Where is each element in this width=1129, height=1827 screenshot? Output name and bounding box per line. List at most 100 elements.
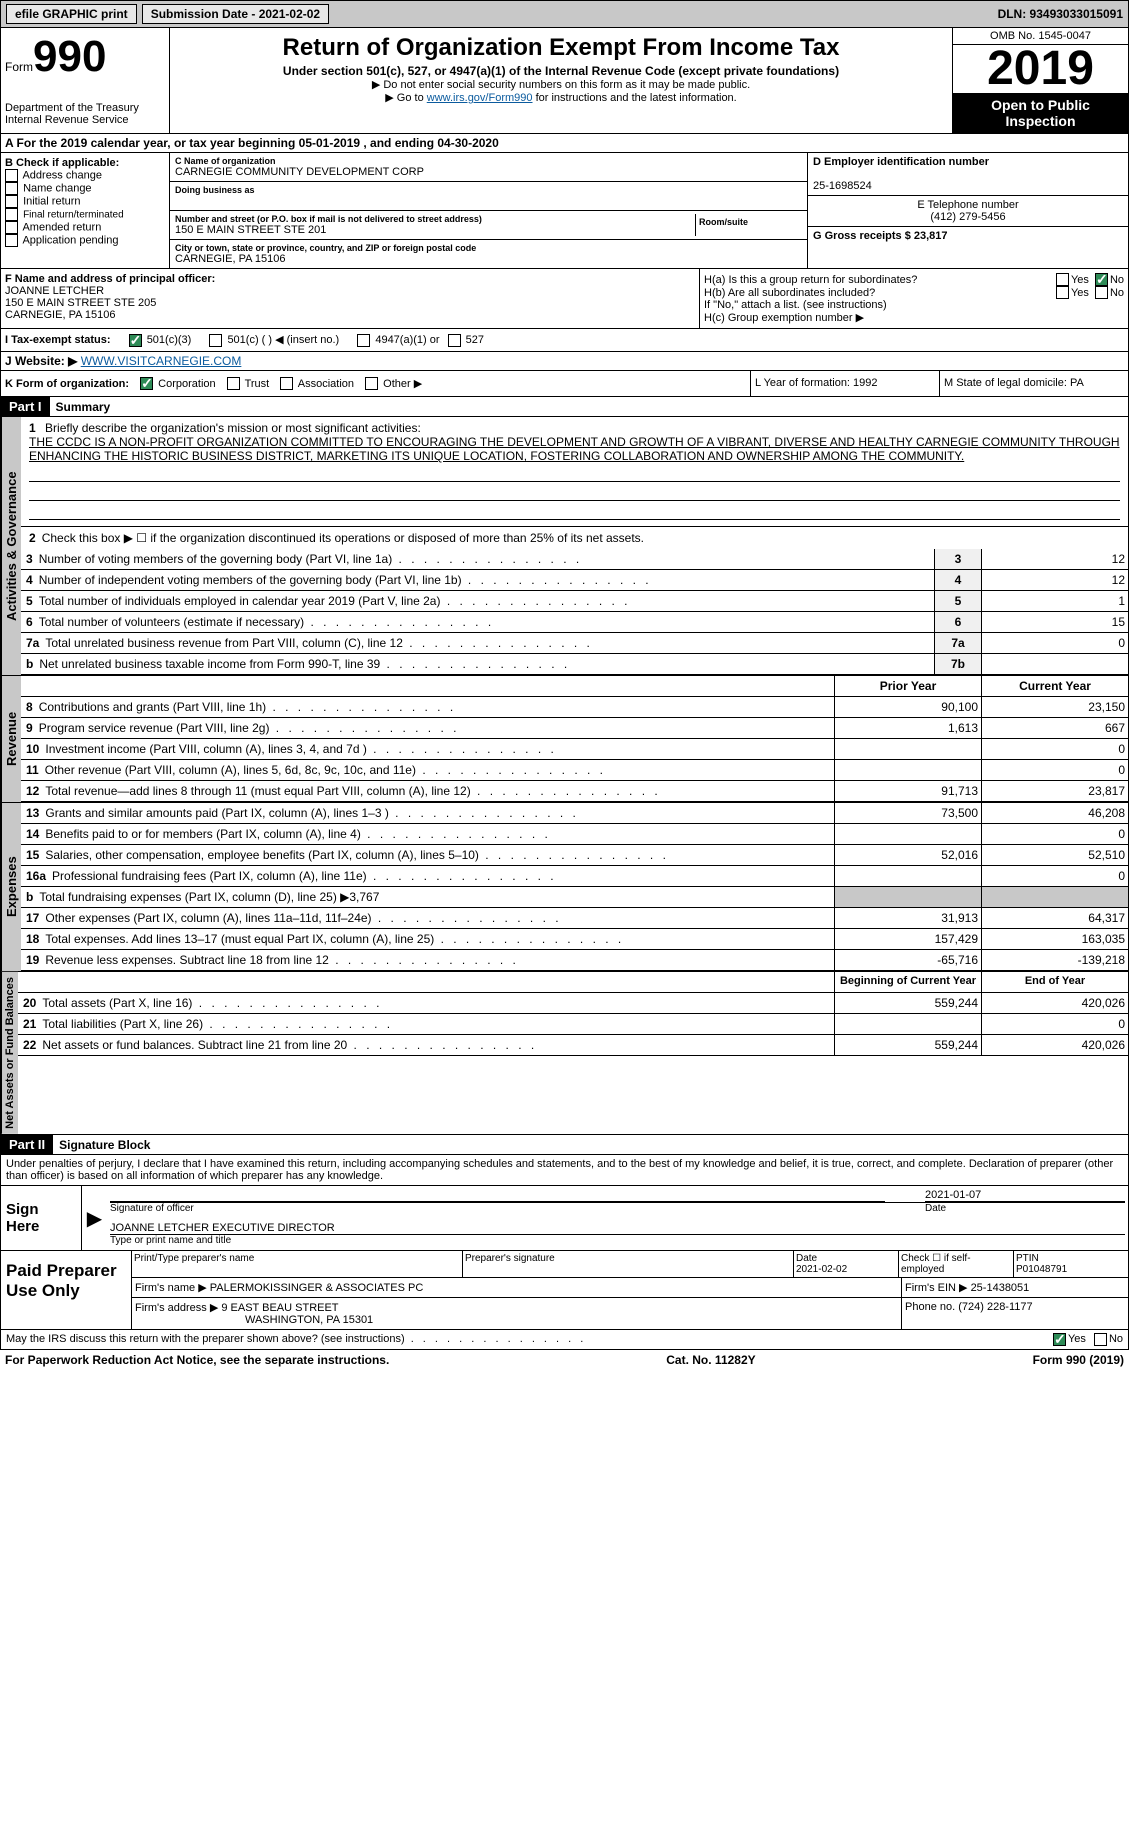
prep-date-label: Date [796,1253,817,1264]
form-title: Return of Organization Exempt From Incom… [174,34,948,62]
i-501c3[interactable] [129,334,142,347]
check-name[interactable] [5,182,18,195]
dln-text: DLN: 93493033015091 [998,7,1123,21]
discuss-no-label: No [1109,1333,1123,1346]
gov-row: 5Total number of individuals employed in… [21,591,1128,612]
k-other[interactable] [365,377,378,390]
data-row: 9Program service revenue (Part VIII, lin… [21,718,1128,739]
city-label: City or town, state or province, country… [175,243,802,253]
check-initial[interactable] [5,195,18,208]
data-row: 17Other expenses (Part IX, column (A), l… [21,908,1128,929]
row-j: J Website: ▶ WWW.VISITCARNEGIE.COM [0,352,1129,371]
label-revenue: Revenue [1,676,21,802]
paid-label: Paid Preparer Use Only [1,1251,131,1329]
note2-pre: ▶ Go to [385,92,426,104]
data-row: 13Grants and similar amounts paid (Part … [21,803,1128,824]
hb-no-label: No [1110,287,1124,299]
cb-label-final: Final return/terminated [23,209,124,220]
col-current: Current Year [981,676,1128,696]
discuss-no[interactable] [1094,1333,1107,1346]
cb-label-amended: Amended return [22,221,101,233]
ha-yes[interactable] [1056,273,1069,286]
check-pending[interactable] [5,234,18,247]
data-row: 10Investment income (Part VIII, column (… [21,739,1128,760]
col-begin: Beginning of Current Year [834,972,981,992]
note-link: ▶ Go to www.irs.gov/Form990 for instruct… [174,91,948,104]
box-h: H(a) Is this a group return for subordin… [700,269,1128,328]
part1-title: Summary [50,400,111,414]
i-4947[interactable] [357,334,370,347]
blank-line-1 [29,465,1120,482]
gov-row: 4Number of independent voting members of… [21,570,1128,591]
data-row: 15Salaries, other compensation, employee… [21,845,1128,866]
sign-here-label: Sign Here [1,1186,81,1250]
firm-name: PALERMOKISSINGER & ASSOCIATES PC [210,1282,424,1294]
discuss-yes[interactable] [1053,1333,1066,1346]
hb-text: H(b) Are all subordinates included? [704,287,1056,299]
note-ssn: ▶ Do not enter social security numbers o… [174,78,948,91]
note2-post: for instructions and the latest informat… [533,92,737,104]
org-city: CARNEGIE, PA 15106 [175,253,802,265]
tax-year: 2019 [953,45,1128,93]
ein-label: D Employer identification number [813,156,989,168]
phone-value: (412) 279-5456 [930,211,1005,223]
blank-line-2 [29,484,1120,501]
ha-no-label: No [1110,274,1124,286]
form-header: Form990 Department of the Treasury Inter… [0,28,1129,134]
discuss-row: May the IRS discuss this return with the… [0,1330,1129,1350]
ha-no[interactable] [1095,273,1108,286]
website-link[interactable]: WWW.VISITCARNEGIE.COM [81,354,242,368]
dept-text: Department of the Treasury Internal Reve… [5,102,165,126]
cb-label-initial: Initial return [23,195,80,207]
i-527[interactable] [448,334,461,347]
hb-yes[interactable] [1056,286,1069,299]
data-row: 8Contributions and grants (Part VIII, li… [21,697,1128,718]
governance-rows: 3Number of voting members of the governi… [21,549,1128,675]
part1-header-row: Part I Summary [0,397,1129,417]
k-corp[interactable] [140,377,153,390]
form-number: 990 [33,32,106,81]
check-if-label: Check ☐ if self-employed [899,1251,1014,1277]
col-end: End of Year [981,972,1128,992]
i-501c[interactable] [209,334,222,347]
row-klm: K Form of organization: Corporation Trus… [0,371,1129,398]
k-opt0: Corporation [158,378,215,390]
part1-badge: Part I [1,397,50,416]
check-address[interactable] [5,169,18,182]
date-label: Date [925,1203,1125,1214]
revenue-rows: 8Contributions and grants (Part VIII, li… [21,697,1128,802]
prep-sig-label: Preparer's signature [463,1251,794,1277]
footer-form: Form 990 (2019) [1033,1353,1124,1367]
data-row: 11Other revenue (Part VIII, column (A), … [21,760,1128,781]
k-trust[interactable] [227,377,240,390]
irs-link[interactable]: www.irs.gov/Form990 [427,92,533,104]
k-assoc[interactable] [280,377,293,390]
row-i-label: I Tax-exempt status: [5,334,111,346]
form-word: Form [5,60,33,74]
row-j-label: J Website: ▶ [5,354,77,368]
box-b: B Check if applicable: Address change Na… [1,153,170,268]
expense-rows: 13Grants and similar amounts paid (Part … [21,803,1128,971]
data-row: 12Total revenue—add lines 8 through 11 (… [21,781,1128,802]
box-b-heading: B Check if applicable: [5,157,119,169]
submission-date-button[interactable]: Submission Date - 2021-02-02 [142,4,329,24]
box-c: C Name of organization CARNEGIE COMMUNIT… [170,153,808,268]
sign-here-block: Sign Here ▶ 2021-01-07 Signature of offi… [0,1186,1129,1251]
addr-label: Number and street (or P.O. box if mail i… [175,214,695,224]
ein-value: 25-1698524 [813,180,872,192]
box-f-label: F Name and address of principal officer: [5,273,215,285]
check-final[interactable] [5,208,18,221]
open-to-public: Open to Public Inspection [953,93,1128,133]
hc-text: H(c) Group exemption number ▶ [704,311,1124,324]
firm-addr: 9 EAST BEAU STREET [221,1302,338,1314]
firm-ein: 25-1438051 [971,1282,1030,1294]
hb-no[interactable] [1095,286,1108,299]
k-opt3: Other ▶ [383,378,422,390]
check-amended[interactable] [5,221,18,234]
efile-print-button[interactable]: efile GRAPHIC print [6,4,137,24]
data-row: 14Benefits paid to or for members (Part … [21,824,1128,845]
row-l: L Year of formation: 1992 [751,371,940,397]
top-bar: efile GRAPHIC print Submission Date - 20… [0,0,1129,28]
part2-title: Signature Block [53,1138,150,1152]
rev-header-blank [21,676,834,696]
